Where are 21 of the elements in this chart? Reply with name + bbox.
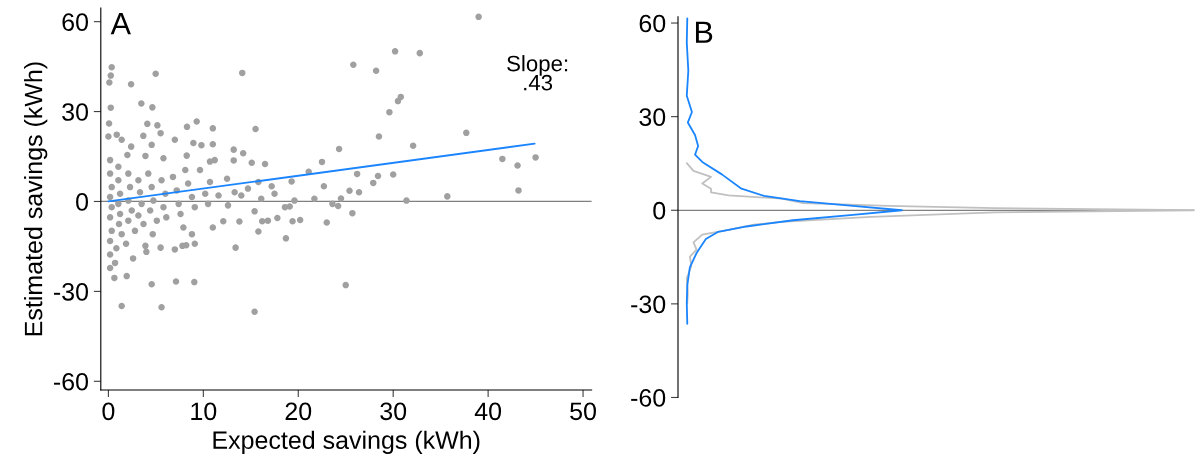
- x-axis-title: Expected savings (kWh): [213, 430, 480, 454]
- annotation: Slope: .43: [507, 55, 568, 91]
- y-tick-label: 60: [62, 13, 89, 31]
- y-tick-label: -30: [631, 295, 666, 314]
- y-tick-label: 0: [76, 193, 89, 211]
- y-tick-label: -30: [53, 282, 89, 301]
- y-tick-label: -60: [53, 372, 89, 391]
- y-tick-label: 30: [62, 103, 89, 121]
- x-tick-label: 40: [474, 402, 502, 421]
- y-tick-label: 0: [653, 201, 666, 220]
- x-tick-label: 0: [102, 402, 115, 421]
- y-tick-label: 60: [639, 14, 666, 33]
- x-tick-label: 30: [380, 402, 407, 421]
- annotation: B: [695, 21, 713, 43]
- annotation: A: [110, 13, 131, 35]
- y-axis-title: Estimated savings (kWh): [24, 62, 48, 336]
- x-tick-label: 20: [285, 402, 312, 421]
- x-tick-label: 10: [191, 402, 217, 421]
- y-tick-label: -60: [631, 389, 666, 407]
- x-tick-label: 50: [570, 402, 596, 421]
- y-tick-label: 30: [639, 108, 666, 126]
